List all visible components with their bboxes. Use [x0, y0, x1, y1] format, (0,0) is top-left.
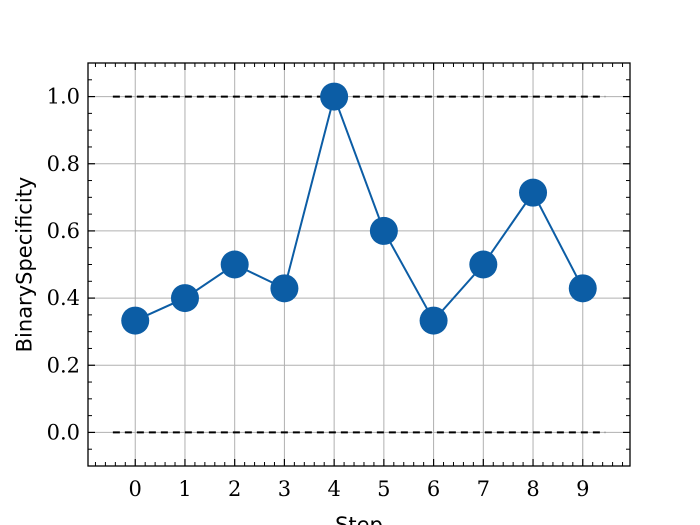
data-point [568, 274, 597, 303]
data-point [270, 274, 299, 303]
y-tick-label: 0.6 [47, 219, 80, 243]
data-point [220, 250, 249, 279]
y-tick-label: 1.0 [47, 85, 80, 109]
y-tick-label: 0.2 [47, 353, 80, 377]
data-point [419, 306, 448, 335]
data-point [170, 284, 199, 313]
y-tick-label: 0.0 [47, 420, 80, 444]
x-tick-label: 3 [278, 477, 291, 501]
x-tick-label: 8 [526, 477, 539, 501]
series [121, 82, 597, 335]
x-tick-label: 0 [129, 477, 142, 501]
series-line [134, 93, 584, 323]
data-point [519, 178, 548, 207]
x-axis-label: Step [335, 513, 383, 525]
y-tick-label: 0.4 [47, 286, 80, 310]
x-tick-label: 7 [477, 477, 490, 501]
x-tick-label: 6 [427, 477, 440, 501]
plot-frame [87, 62, 631, 467]
grid [88, 63, 630, 466]
y-axis-label: BinarySpecificity [12, 177, 36, 353]
reference-lines [112, 95, 606, 434]
data-point [369, 216, 398, 245]
data-point [469, 250, 498, 279]
x-tick-label: 4 [327, 477, 340, 501]
x-tick-label: 2 [228, 477, 241, 501]
y-tick-label: 0.8 [47, 152, 80, 176]
x-tick-label: 5 [377, 477, 390, 501]
x-tick-label: 1 [178, 477, 191, 501]
axis-ticks [88, 63, 630, 466]
data-point [320, 82, 349, 111]
tick-labels: 0 1 2 3 4 5 6 7 8 9 0.0 0.2 0.4 0.6 0.8 1.0 [47, 85, 590, 501]
x-tick-label: 9 [576, 477, 589, 501]
data-point [121, 306, 150, 335]
